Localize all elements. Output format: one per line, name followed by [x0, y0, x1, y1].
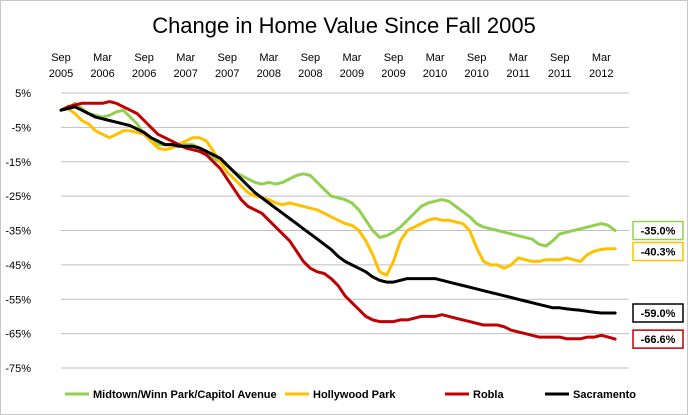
x-tick-label-year: 2011: [506, 68, 530, 80]
y-tick-label: 5%: [15, 88, 31, 100]
x-tick-label-month: Sep: [51, 52, 71, 64]
x-tick-label-year: 2010: [423, 68, 447, 80]
end-label-box: [632, 241, 684, 262]
chart-title: Change in Home Value Since Fall 2005: [152, 13, 536, 38]
series-line: [59, 107, 617, 277]
x-tick-label-month: Mar: [509, 52, 528, 64]
x-tick-label-month: Mar: [93, 52, 112, 64]
y-tick-label: -35%: [5, 226, 31, 238]
x-tick-label-year: 2009: [340, 68, 364, 80]
x-tick-label-month: Mar: [176, 52, 195, 64]
y-tick-label: -25%: [5, 191, 31, 203]
x-tick-label-year: 2011: [548, 68, 572, 80]
end-label-box: [632, 303, 684, 323]
legend-label: Midtown/Winn Park/Capitol Avenue: [93, 389, 277, 401]
end-labels: -35.0% -40.3% -59.0% -66.6%: [632, 220, 684, 349]
gridlines: [61, 92, 629, 369]
x-tick-label-month: Mar: [426, 52, 445, 64]
end-label-box: [632, 220, 684, 241]
end-label: -35.0%: [641, 226, 676, 238]
x-tick-label-month: Mar: [259, 52, 278, 64]
x-tick-label-year: 2005: [49, 68, 73, 80]
x-tick-label-year: 2007: [215, 68, 239, 80]
x-tick-label-year: 2010: [464, 68, 488, 80]
legend-label: Hollywood Park: [313, 389, 396, 401]
series-lines: [59, 100, 617, 341]
y-tick-label: -65%: [5, 329, 31, 341]
x-tick-label-year: 2009: [381, 68, 405, 80]
x-tick-label-year: 2008: [298, 68, 322, 80]
y-tick-label: -55%: [5, 294, 31, 306]
x-tick-label-year: 2008: [257, 68, 281, 80]
x-tick-label-month: Sep: [217, 52, 237, 64]
legend-label: Robla: [473, 389, 504, 401]
x-tick-label-month: Sep: [301, 52, 321, 64]
x-tick-label-month: Sep: [467, 52, 487, 64]
series-line: [59, 100, 617, 341]
end-label: -40.3%: [641, 247, 676, 259]
y-axis: 5% -5% -15% -25% -35% -45% -55% -65% -75%: [5, 88, 31, 375]
legend-label: Sacramento: [573, 389, 636, 401]
end-label-box: [632, 329, 684, 349]
end-label: -59.0%: [641, 308, 676, 320]
x-tick-label-month: Mar: [592, 52, 611, 64]
x-axis: Sep 2005 Mar 2006 Sep 2006 Mar 2007 Sep 2007 Mar 20…: [49, 52, 614, 80]
x-tick-label-year: 2012: [589, 68, 613, 80]
series-line: [59, 101, 617, 248]
legend: Midtown/Winn Park/Capitol Avenue Hollywoo…: [65, 389, 636, 401]
x-tick-label-month: Mar: [342, 52, 361, 64]
y-tick-label: -45%: [5, 260, 31, 272]
series-line: [59, 105, 617, 315]
x-tick-label-month: Sep: [134, 52, 154, 64]
y-tick-label: -15%: [5, 157, 31, 169]
x-tick-label-year: 2006: [90, 68, 114, 80]
x-tick-label-month: Sep: [384, 52, 404, 64]
y-tick-label: -5%: [11, 122, 31, 134]
x-tick-label-year: 2007: [173, 68, 197, 80]
x-tick-label-month: Sep: [550, 52, 570, 64]
end-label: -66.6%: [641, 334, 676, 346]
y-tick-label: -75%: [5, 363, 31, 375]
x-tick-label-year: 2006: [132, 68, 156, 80]
